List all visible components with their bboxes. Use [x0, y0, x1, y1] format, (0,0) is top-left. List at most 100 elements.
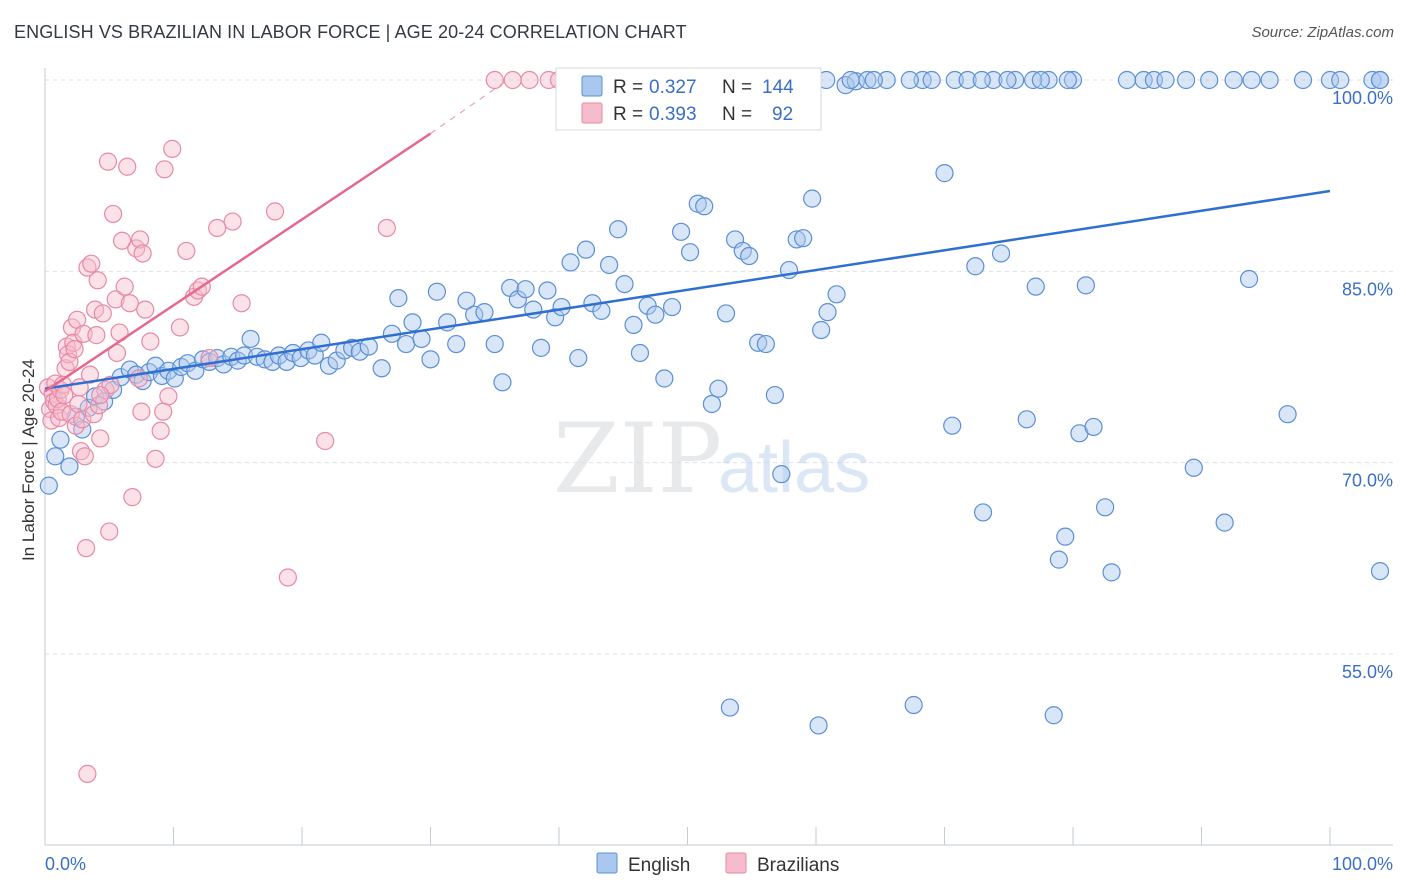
brazilian-point-48 [115, 277, 134, 296]
english-point-65 [531, 338, 551, 357]
english-point-102 [818, 303, 837, 322]
english-point-120 [1063, 70, 1083, 90]
brazilian-point-51 [123, 488, 142, 507]
english-point-98 [787, 230, 806, 249]
legend-swatch-brazilian [581, 102, 603, 124]
english-point-1 [46, 447, 65, 466]
brazilian-point-43 [104, 204, 123, 224]
english-point-76 [615, 274, 634, 294]
y-tick-label-1: 70.0% [1342, 471, 1393, 491]
english-point-123 [1084, 417, 1103, 437]
brazilian-point-41 [98, 152, 118, 171]
english-point-63 [516, 280, 535, 299]
brazilian-trend-extension [430, 79, 508, 135]
english-point-66 [538, 281, 557, 300]
english-point-80 [646, 305, 665, 324]
english-point-82 [662, 297, 682, 317]
english-point-50 [403, 313, 422, 332]
english-point-39 [312, 333, 331, 352]
legend-swatch-english [581, 75, 603, 97]
english-point-163 [1260, 70, 1279, 90]
english-point-99 [794, 229, 813, 248]
y-tick-label-0: 55.0% [1342, 662, 1393, 682]
english-point-2 [51, 430, 70, 449]
english-point-69 [561, 253, 580, 272]
english-point-157 [1024, 70, 1043, 90]
english-point-155 [972, 70, 991, 90]
english-point-77 [624, 315, 643, 335]
english-point-71 [576, 240, 596, 259]
english-point-84 [680, 243, 700, 262]
chart-title: ENGLISH VS BRAZILIAN IN LABOR FORCE | AG… [14, 22, 687, 42]
y-tick-label-3: 100.0% [1332, 88, 1393, 108]
english-point-165 [720, 698, 740, 717]
english-point-117 [1039, 70, 1058, 90]
english-point-60 [493, 373, 512, 392]
english-trend-line [44, 189, 1331, 390]
brazilian-point-36 [88, 271, 107, 290]
brazilian-trend-line [44, 132, 432, 393]
english-point-134 [1278, 405, 1297, 424]
english-point-96 [772, 465, 791, 484]
english-point-114 [1006, 70, 1025, 90]
series-english-points [39, 70, 1390, 735]
english-point-41 [327, 351, 346, 370]
brazilian-point-77 [377, 218, 396, 238]
brazilian-point-31 [80, 365, 100, 384]
brazilian-point-72 [223, 212, 242, 231]
english-point-94 [756, 334, 775, 354]
watermark-atlas: atlas [718, 428, 870, 508]
english-point-108 [935, 164, 954, 183]
legend-brazilian-r-value: 0.393 [649, 104, 697, 125]
english-point-3 [60, 457, 79, 476]
x-tick-label-max: 100.0% [1332, 854, 1393, 874]
english-point-104 [836, 76, 855, 95]
english-point-141 [1370, 70, 1390, 90]
brazilian-point-49 [118, 157, 137, 176]
english-point-113 [991, 244, 1011, 263]
brazilian-point-47 [112, 231, 132, 250]
english-point-58 [475, 303, 494, 322]
brazilian-point-33 [84, 405, 103, 424]
brazilian-point-38 [91, 429, 110, 448]
brazilian-point-23 [69, 394, 88, 414]
english-point-118 [1049, 550, 1068, 569]
brazilian-point-57 [136, 300, 155, 319]
brazilian-point-29 [77, 539, 96, 558]
english-point-130 [1200, 70, 1219, 90]
legend-brazilian-r-label: R = [613, 104, 643, 125]
brazilian-point-50 [120, 294, 139, 313]
english-point-62 [508, 290, 527, 309]
english-point-56 [457, 291, 476, 310]
brazilian-point-39 [93, 304, 112, 323]
brazilian-point-60 [151, 421, 170, 440]
english-point-92 [740, 246, 759, 266]
axes [44, 68, 1393, 846]
english-point-129 [1184, 458, 1203, 477]
english-point-119 [1056, 527, 1075, 546]
brazilian-point-89 [78, 764, 97, 784]
x-tick-labels: 0.0% 100.0% [45, 854, 1393, 874]
english-point-160 [1117, 70, 1137, 90]
english-point-78 [630, 343, 650, 363]
series-legend: English Brazilians [596, 852, 839, 876]
brazilian-point-61 [154, 402, 173, 421]
legend-brazilian-n-value: 92 [772, 104, 793, 125]
english-point-148 [841, 70, 860, 90]
english-point-116 [1026, 277, 1045, 296]
brazilian-point-58 [141, 332, 160, 351]
brazilian-point-28 [75, 447, 94, 466]
legend-english-r-label: R = [613, 77, 643, 98]
english-point-159 [1058, 70, 1077, 90]
english-point-150 [864, 70, 883, 90]
brazilian-point-40 [96, 380, 115, 400]
english-point-83 [671, 222, 691, 241]
bottom-legend-english: English [628, 855, 690, 876]
correlation-legend: R = 0.327 N = 144 R = 0.393 N = 92 [555, 67, 822, 131]
english-point-67 [546, 308, 565, 327]
gridlines [45, 79, 1393, 655]
english-point-93 [749, 333, 768, 352]
english-point-88 [709, 379, 728, 398]
english-point-89 [716, 304, 736, 323]
